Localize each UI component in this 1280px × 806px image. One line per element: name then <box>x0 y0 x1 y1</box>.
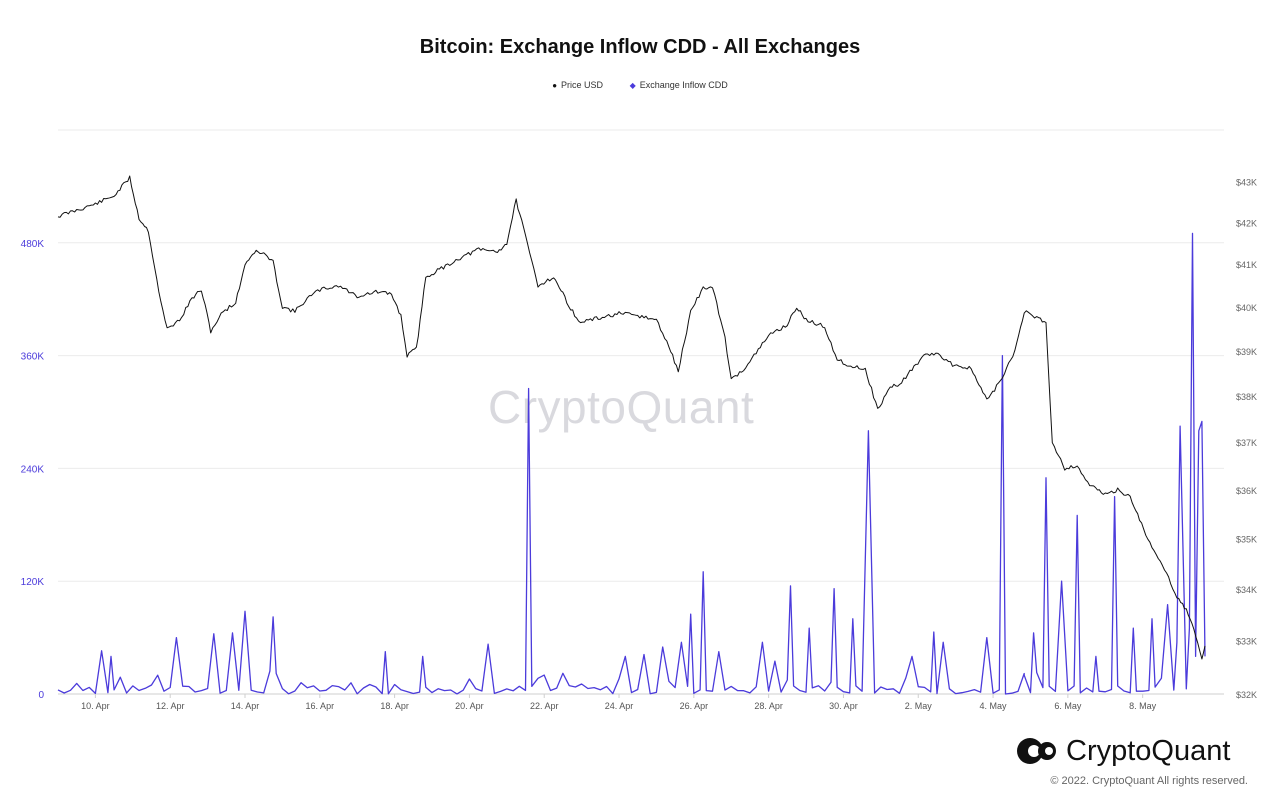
watermark-text: CryptoQuant <box>488 381 755 433</box>
legend-marker-cdd: ◆ <box>629 81 636 90</box>
x-tick-label: 12. Apr <box>156 701 185 711</box>
y-right-tick-label: $38K <box>1236 392 1257 402</box>
y-left-tick-label: 360K <box>21 352 45 363</box>
price-series-layer <box>57 175 1206 660</box>
y-right-tick-label: $36K <box>1236 486 1257 496</box>
y-right-tick-label: $35K <box>1236 535 1257 545</box>
x-tick-label: 8. May <box>1129 701 1157 711</box>
y-right-tick-label: $41K <box>1236 260 1257 270</box>
grid-lines <box>58 129 1224 695</box>
y-left-axis-ticks: 0 120K 240K 360K 480K <box>21 239 45 701</box>
y-right-tick-label: $43K <box>1236 178 1257 188</box>
legend-item-price[interactable]: ● Price USD <box>552 80 603 90</box>
legend-marker-price: ● <box>552 81 558 90</box>
x-tick-label: 4. May <box>980 701 1008 711</box>
x-tick-label: 26. Apr <box>680 701 709 711</box>
x-tick-label: 28. Apr <box>754 701 783 711</box>
cryptoquant-logo-icon <box>1017 738 1056 764</box>
x-tick-label: 20. Apr <box>455 701 484 711</box>
x-tick-label: 16. Apr <box>306 701 335 711</box>
x-tick-label: 6. May <box>1054 701 1082 711</box>
y-left-tick-label: 240K <box>21 464 45 475</box>
brand-name: CryptoQuant <box>1066 734 1231 767</box>
y-right-tick-label: $32K <box>1236 690 1257 700</box>
legend-label-cdd: Exchange Inflow CDD <box>639 80 728 90</box>
x-tick-label: 14. Apr <box>231 701 260 711</box>
x-axis-ticks: 10. Apr 12. Apr 14. Apr 16. Apr 18. Apr 20. A… <box>81 694 1157 711</box>
series-line-price-usd <box>57 175 1206 660</box>
x-tick-label: 24. Apr <box>605 701 634 711</box>
cdd-series-layer <box>57 232 1206 695</box>
y-right-tick-label: $37K <box>1236 438 1257 448</box>
y-left-tick-label: 0 <box>38 690 44 701</box>
chart-legend: ● Price USD ◆ Exchange Inflow CDD <box>0 80 1280 90</box>
y-left-tick-label: 120K <box>21 577 45 588</box>
legend-item-cdd[interactable]: ◆ Exchange Inflow CDD <box>630 80 728 90</box>
y-left-tick-label: 480K <box>21 239 45 250</box>
chart-title: Bitcoin: Exchange Inflow CDD - All Excha… <box>419 36 861 58</box>
y-right-tick-label: $34K <box>1236 585 1257 595</box>
x-tick-label: 10. Apr <box>81 701 110 711</box>
x-tick-label: 30. Apr <box>829 701 858 711</box>
y-right-tick-label: $39K <box>1236 347 1257 357</box>
series-line-exchange-inflow-cdd <box>57 232 1206 695</box>
x-tick-label: 2. May <box>905 701 933 711</box>
y-right-tick-label: $33K <box>1236 637 1257 647</box>
y-right-axis-ticks: $32K $33K $34K $35K $36K $37K $38K $39K $40K $41K… <box>1236 178 1257 700</box>
legend-label-price: Price USD <box>561 80 604 90</box>
brand-logo-block: CryptoQuant <box>1016 734 1230 768</box>
y-right-tick-label: $42K <box>1236 218 1257 228</box>
x-tick-label: 18. Apr <box>380 701 409 711</box>
y-right-tick-label: $40K <box>1236 303 1257 313</box>
copyright-text: © 2022. CryptoQuant All rights reserved. <box>1050 775 1248 787</box>
x-tick-label: 22. Apr <box>530 701 559 711</box>
